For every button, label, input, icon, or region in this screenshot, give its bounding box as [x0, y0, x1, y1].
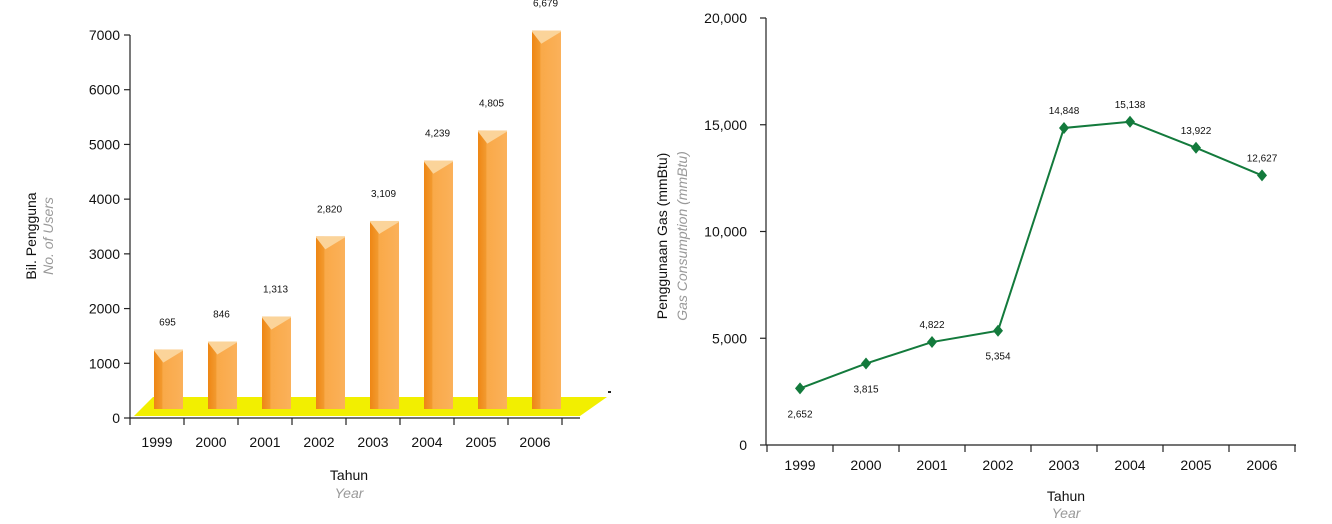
bar-top-bevel: [208, 341, 237, 355]
line-point-1999: [795, 382, 805, 395]
bar-x-tick-label: 2001: [249, 434, 280, 450]
bar-y-tick-label: 3000: [89, 246, 120, 262]
line-point-2006: [1257, 169, 1267, 182]
bar-value-label: 2,820: [317, 204, 342, 215]
bar-top-bevel: [370, 220, 399, 234]
line-y-tick-label: 10,000: [704, 224, 747, 240]
bar-y-tick-label: 6000: [89, 82, 120, 98]
line-y-tick-label: 0: [739, 437, 747, 453]
bar-x-tick-label: 2002: [303, 434, 334, 450]
bar-value-label: 846: [213, 310, 230, 321]
bar-series: [154, 30, 561, 410]
bar-x-tick-label: 2003: [357, 434, 388, 450]
bar-x-ticks: 1999 2000 2001 2002 2003 2004 2005 2006: [129, 418, 563, 450]
bar-body: [370, 220, 399, 409]
gas-series-points: [795, 115, 1267, 395]
bar-body: [208, 341, 237, 409]
line-point-2003: [1059, 121, 1069, 134]
line-x-ticks: 1999 2000 2001 2002 2003 2004 2005 2006: [766, 445, 1296, 473]
bar-y-tick-label: 7000: [89, 27, 120, 43]
line-x-tick-label: 2002: [982, 457, 1013, 473]
line-point-2004: [1125, 115, 1135, 128]
bar-body: [154, 349, 183, 409]
line-x-tick-label: 2004: [1114, 457, 1145, 473]
line-y-tick-label: 5,000: [712, 330, 747, 346]
bar-2001: [262, 316, 291, 409]
bar-x-axis-subtitle: Year: [335, 485, 365, 501]
bar-2000: [208, 341, 237, 409]
line-y-tick-label: 20,000: [704, 10, 747, 26]
bar-x-axis-title: Tahun: [330, 467, 368, 483]
bar-body: [478, 130, 507, 409]
bar-2002: [316, 236, 345, 409]
line-x-tick-label: 2003: [1048, 457, 1079, 473]
bar-2005: [478, 130, 507, 409]
bar-2004: [424, 160, 453, 409]
line-y-ticks: 0 5,000 10,000 15,000 20,000: [704, 10, 766, 453]
gas-consumption-line-chart: 0 5,000 10,000 15,000 20,000 1999 2000 2001 200…: [654, 10, 1296, 521]
bar-body: [262, 316, 291, 409]
line-point-2002: [993, 324, 1003, 337]
bar-2006: [532, 30, 561, 410]
bar-value-label: 6,679: [533, 0, 558, 10]
bar-y-axis-title: Bil. Pengguna: [23, 192, 39, 279]
line-value-label: 2,652: [787, 409, 812, 420]
bar-data-labels: 695 846 1,313 2,820 3,109 4,239 4,805 6,679: [159, 0, 558, 329]
bar-top-bevel: [424, 160, 453, 174]
line-value-label: 5,354: [985, 352, 1010, 363]
line-value-label: 12,627: [1247, 153, 1278, 164]
bar-y-tick-label: 4000: [89, 191, 120, 207]
line-data-labels: 2,652 3,815 4,822 5,354 14,848 15,138 13,922 12…: [787, 100, 1277, 421]
bar-x-tick-label: 2005: [465, 434, 496, 450]
line-x-axis-title: Tahun: [1047, 488, 1085, 504]
bar-2003: [370, 220, 399, 409]
users-bar-chart: 0 1000 2000 3000 4000 5000 6000 7000 1999 2000 20…: [23, 0, 611, 501]
bar-value-label: 1,313: [263, 285, 288, 296]
bar-x-tick-label: 2004: [411, 434, 442, 450]
bar-y-tick-label: 1000: [89, 355, 120, 371]
bar-top-bevel: [478, 130, 507, 144]
bar-x-tick-label: 1999: [141, 434, 172, 450]
line-value-label: 15,138: [1115, 100, 1146, 111]
bar-body: [424, 160, 453, 409]
line-x-tick-label: 2006: [1246, 457, 1277, 473]
bar-y-tick-label: 2000: [89, 301, 120, 317]
line-x-tick-label: 2001: [916, 457, 947, 473]
line-y-axis-subtitle: Gas Consumption (mmBtu): [674, 151, 690, 321]
bar-1999: [154, 349, 183, 409]
bar-x-tick-label: 2006: [519, 434, 550, 450]
line-x-axis-subtitle: Year: [1052, 505, 1082, 521]
line-value-label: 14,848: [1049, 106, 1080, 117]
line-point-2005: [1191, 141, 1201, 154]
line-point-2001: [927, 336, 937, 349]
bar-value-label: 4,805: [479, 99, 504, 110]
line-x-tick-label: 1999: [784, 457, 815, 473]
line-x-tick-label: 2005: [1180, 457, 1211, 473]
bar-top-bevel: [532, 30, 561, 44]
bar-x-tick-label: 2000: [195, 434, 226, 450]
bar-top-bevel: [316, 236, 345, 250]
bar-body: [532, 30, 561, 410]
gas-series-line: [799, 120, 1263, 390]
line-point-2000: [861, 357, 871, 370]
bar-value-label: 3,109: [371, 189, 396, 200]
line-value-label: 13,922: [1181, 126, 1212, 137]
bar-value-label: 695: [159, 318, 176, 329]
bar-y-axis-subtitle: No. of Users: [40, 197, 56, 275]
line-y-tick-label: 15,000: [704, 117, 747, 133]
axis-end-marker: [608, 391, 611, 393]
bar-top-bevel: [154, 349, 183, 363]
bar-body: [316, 236, 345, 409]
line-value-label: 3,815: [853, 385, 878, 396]
line-x-tick-label: 2000: [850, 457, 881, 473]
line-y-axis-title: Penggunaan Gas (mmBtu): [654, 153, 670, 320]
bar-y-tick-label: 0: [112, 410, 120, 426]
line-value-label: 4,822: [919, 320, 944, 331]
bar-top-bevel: [262, 316, 291, 330]
bar-y-ticks: 0 1000 2000 3000 4000 5000 6000 7000: [89, 27, 130, 426]
bar-value-label: 4,239: [425, 129, 450, 140]
bar-y-tick-label: 5000: [89, 136, 120, 152]
